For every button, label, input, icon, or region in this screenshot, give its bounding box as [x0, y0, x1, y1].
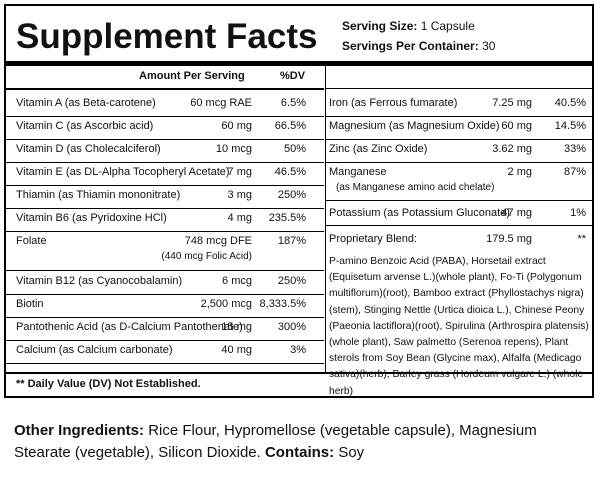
- contains-label: Contains:: [264, 444, 335, 461]
- nutrient-amount: 6 mcg: [222, 275, 252, 287]
- footnote: ** Daily Value (DV) Not Established.: [16, 378, 201, 390]
- nutrient-amount: 60 mcg RAE: [190, 97, 252, 109]
- servings-per-container-label: Servings Per Container:: [342, 39, 479, 53]
- row-divider: [326, 88, 592, 89]
- nutrient-amount: 10 mcg: [215, 143, 252, 155]
- blend-dv: **: [577, 233, 586, 245]
- header-dv: %DV: [280, 70, 306, 82]
- servings-per-container: Servings Per Container: 30: [342, 39, 495, 53]
- blend-name: Proprietary Blend:: [329, 233, 418, 245]
- nutrient-dv: 50%: [283, 143, 306, 155]
- nutrient-dv: 250%: [277, 275, 306, 287]
- contains-text: Soy: [338, 444, 365, 461]
- nutrient-dv: 235.5%: [268, 212, 306, 224]
- nutrient-amount: 3.62 mg: [492, 143, 532, 155]
- row-divider: [6, 116, 324, 117]
- nutrient-amount: 60 mg: [501, 120, 532, 132]
- nutrient-dv: 187%: [277, 235, 306, 247]
- header-amount-per-serving: Amount Per Serving: [139, 70, 245, 82]
- column-divider: [325, 66, 326, 374]
- nutrient-name: Vitamin B6 (as Pyridoxine HCl): [16, 212, 167, 224]
- nutrient-name: Vitamin E (as DL-Alpha Tocopheryl Acetat…: [16, 166, 230, 178]
- nutrient-dv: 33%: [563, 143, 586, 155]
- serving-size-label: Serving Size:: [342, 19, 418, 33]
- nutrient-amount: 2,500 mcg: [200, 298, 252, 310]
- nutrient-sub: (440 mcg Folic Acid): [161, 251, 252, 262]
- nutrient-dv: 1%: [570, 207, 586, 219]
- nutrient-amount: 2 mg: [507, 166, 532, 178]
- nutrient-name: Vitamin A (as Beta-carotene): [16, 97, 156, 109]
- row-divider: [6, 208, 324, 209]
- row-divider: [326, 200, 592, 201]
- row-divider: [6, 270, 324, 271]
- nutrient-name: Vitamin C (as Ascorbic acid): [16, 120, 154, 132]
- nutrient-dv: 3%: [290, 344, 306, 356]
- nutrient-amount: 15 mg: [221, 321, 252, 333]
- proprietary-blend-ingredients: P-amino Benzoic Acid (PABA), Horsetail e…: [329, 256, 589, 397]
- nutrient-name: Pantothenic Acid (as D-Calcium Pantothen…: [16, 321, 243, 333]
- nutrient-name: Vitamin B12 (as Cyanocobalamin): [16, 275, 183, 287]
- row-divider: [326, 162, 592, 163]
- nutrient-name: Manganese: [329, 166, 387, 178]
- nutrient-amount: 60 mg: [221, 120, 252, 132]
- servings-per-container-value: 30: [482, 39, 496, 53]
- row-divider: [6, 88, 324, 90]
- row-divider: [326, 225, 592, 226]
- row-divider: [6, 231, 324, 232]
- supplement-facts-panel: Supplement Facts Serving Size: 1 Capsule…: [4, 4, 594, 398]
- panel-title: Supplement Facts: [16, 17, 318, 56]
- row-divider: [6, 372, 592, 374]
- nutrient-amount: 7 mg: [227, 166, 252, 178]
- row-divider: [326, 139, 592, 140]
- blend-amount: 179.5 mg: [486, 233, 532, 245]
- nutrient-name: Thiamin (as Thiamin mononitrate): [16, 189, 181, 201]
- nutrient-name: Folate: [16, 235, 47, 247]
- row-divider: [6, 363, 324, 364]
- row-divider: [6, 185, 324, 186]
- other-ingredients-label: Other Ingredients:: [14, 422, 145, 439]
- nutrient-dv: 6.5%: [280, 97, 306, 109]
- nutrient-dv: 250%: [277, 189, 306, 201]
- row-divider: [6, 317, 324, 318]
- nutrient-amount: 40 mg: [221, 344, 252, 356]
- nutrient-name: Magnesium (as Magnesium Oxide): [329, 120, 500, 132]
- nutrient-amount: 7.25 mg: [492, 97, 532, 109]
- serving-size: Serving Size: 1 Capsule: [342, 19, 475, 33]
- nutrient-amount: 748 mcg DFE: [184, 235, 252, 247]
- row-divider: [6, 294, 324, 295]
- nutrient-name: Calcium (as Calcium carbonate): [16, 344, 173, 356]
- serving-size-value: 1 Capsule: [420, 19, 475, 33]
- nutrient-name: Zinc (as Zinc Oxide): [329, 143, 428, 155]
- nutrient-dv: 46.5%: [274, 166, 306, 178]
- nutrient-sub: (as Manganese amino acid chelate): [336, 182, 495, 193]
- thick-divider: [6, 61, 592, 66]
- row-divider: [6, 162, 324, 163]
- nutrient-dv: 40.5%: [554, 97, 586, 109]
- nutrient-name: Vitamin D (as Cholecalciferol): [16, 143, 161, 155]
- row-divider: [326, 116, 592, 117]
- other-ingredients: Other Ingredients: Rice Flour, Hypromell…: [14, 420, 589, 464]
- nutrient-dv: 66.5%: [274, 120, 306, 132]
- nutrient-amount: 3 mg: [227, 189, 252, 201]
- nutrient-amount: 4 mg: [227, 212, 252, 224]
- row-divider: [6, 139, 324, 140]
- nutrient-dv: 300%: [277, 321, 306, 333]
- nutrient-name: Biotin: [16, 298, 44, 310]
- nutrient-name: Potassium (as Potassium Gluconate): [329, 207, 510, 219]
- nutrient-dv: 14.5%: [554, 120, 586, 132]
- nutrient-dv: 87%: [563, 166, 586, 178]
- other-ingredients-text: Rice Flour, Hypromellose (vegetable caps…: [14, 422, 537, 461]
- nutrient-dv: 8,333.5%: [259, 298, 306, 310]
- nutrient-name: Iron (as Ferrous fumarate): [329, 97, 458, 109]
- nutrient-amount: 47 mg: [501, 207, 532, 219]
- row-divider: [6, 340, 324, 341]
